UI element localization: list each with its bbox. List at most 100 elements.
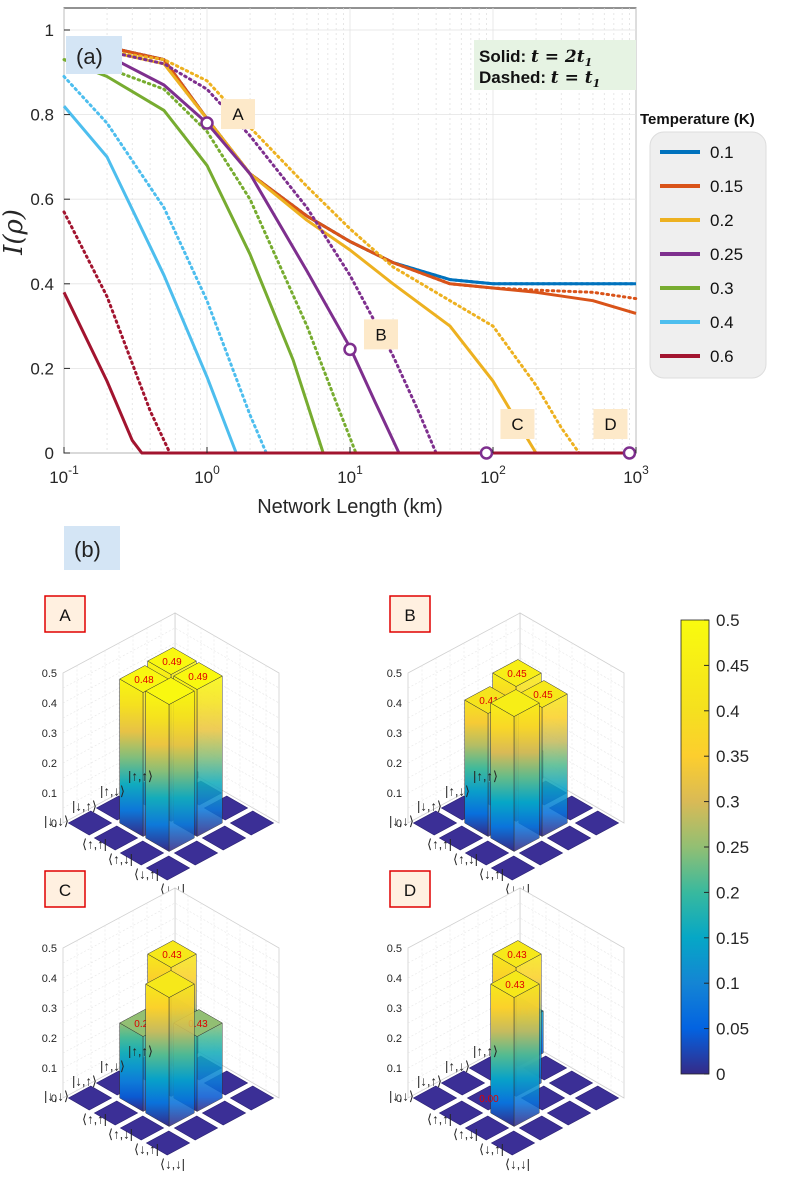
- row-label: |↑,↓⟩: [100, 1059, 125, 1074]
- x-tick-label: 101: [337, 463, 363, 487]
- bar-face-side: [168, 983, 195, 1127]
- floor-tile: [546, 825, 592, 851]
- row-label: |↓,↑⟩: [417, 799, 442, 814]
- bar-face-side: [168, 690, 195, 852]
- z-tick-label: 0.5: [42, 668, 57, 680]
- bar-top: [147, 647, 197, 675]
- legend-entry: 0.4: [710, 313, 734, 332]
- floor-tile: [93, 825, 139, 851]
- floor-tile: [546, 1100, 592, 1126]
- bar3d-plot-A: 00.10.20.30.40.50.020.490.490.48|↑,↑⟩|↑,…: [42, 595, 280, 897]
- bar-value-label: 0.43: [507, 950, 527, 961]
- floor-tile: [67, 1085, 113, 1111]
- z-tick-label: 0.3: [387, 1003, 402, 1015]
- column-label: ⟨↑,↑|: [82, 837, 107, 852]
- z-tick-label: 0.3: [387, 728, 402, 740]
- series-line-T0.4-solid: [62, 105, 238, 454]
- floor-tile: [574, 810, 620, 836]
- x-tick-label: 100: [194, 463, 220, 487]
- z-tick-label: 0: [396, 1093, 402, 1105]
- bar-top: [173, 662, 223, 690]
- column-label: ⟨↑,↑|: [427, 1112, 452, 1127]
- floor-tile: [201, 1100, 247, 1126]
- floor-tile: [438, 825, 484, 851]
- colorbar-tick-label: 0.2: [716, 883, 740, 902]
- floor-tile: [173, 1115, 219, 1141]
- bar-top: [147, 940, 197, 968]
- colorbar: 0 0.05 0.1 0.15 0.2 0.25 0.3 0.35 0.4 0.45 0.5: [680, 611, 749, 1084]
- floor-tile: [464, 840, 510, 866]
- legend-box: [649, 131, 767, 379]
- panel-label-b: (b): [74, 537, 101, 562]
- bar-face-side: [541, 693, 568, 837]
- bar3d-plot-D: 00.10.20.30.40.50.140.430.430.00|↑,↑⟩|↑,…: [387, 870, 625, 1172]
- colorbar-tick-label: 0.25: [716, 838, 749, 857]
- floor-tile: [229, 810, 275, 836]
- plot-name-B: B: [404, 606, 415, 625]
- plot-name-A: A: [59, 606, 71, 625]
- point-label-box: [364, 319, 398, 350]
- panel-label-a: (a): [76, 44, 103, 69]
- row-label: |↑,↓⟩: [445, 784, 470, 799]
- row-label: |↓,↓⟩: [389, 1089, 414, 1104]
- column-label: ⟨↑,↓|: [453, 852, 478, 867]
- y-tick-label: 0.2: [30, 359, 54, 378]
- bar-top: [145, 970, 195, 998]
- floor-tile: [490, 1130, 536, 1156]
- colorbar-tick-label: 0.5: [716, 611, 740, 630]
- z-tick-label: 0.1: [42, 788, 57, 800]
- legend-title: Temperature (K): [640, 111, 755, 128]
- legend: 0.1 0.15 0.2 0.25 0.3 0.4 0.6: [660, 143, 743, 366]
- colorbar-tick-label: 0.05: [716, 1020, 749, 1039]
- z-tick-label: 0.3: [42, 728, 57, 740]
- point-label-B: B: [375, 325, 386, 344]
- bar-value-label: 0.41: [479, 696, 499, 707]
- bar-value-label: 0.43: [162, 950, 182, 961]
- bar-top: [119, 665, 169, 693]
- point-marker-C: [479, 446, 494, 460]
- floor-tile: [412, 1085, 458, 1111]
- bar-face-front: [119, 678, 144, 837]
- point-label-A: A: [232, 105, 244, 124]
- z-tick-label: 0.3: [42, 1003, 57, 1015]
- z-tick-label: 0.4: [42, 698, 57, 710]
- series-line-T0.2-solid: [106, 49, 538, 454]
- floor-tile: [201, 825, 247, 851]
- point-label-C: C: [511, 415, 523, 434]
- y-axis-label: I(ρ): [0, 209, 29, 256]
- row-label: |↓,↓⟩: [44, 1089, 69, 1104]
- series-line-T0.6-dashed: [62, 210, 172, 455]
- bar-value-label: 0.25: [134, 1019, 154, 1030]
- z-tick-label: 0: [51, 818, 57, 830]
- z-tick-label: 0.1: [42, 1063, 57, 1075]
- colorbar-tick-label: 0.35: [716, 747, 749, 766]
- z-tick-label: 0.2: [387, 1033, 402, 1045]
- column-label: ⟨↑,↓|: [108, 852, 133, 867]
- z-tick-label: 0.1: [387, 788, 402, 800]
- series-line-T0.15-dashed: [105, 45, 638, 301]
- z-tick-label: 0.4: [387, 973, 402, 985]
- point-label-D: D: [604, 415, 616, 434]
- z-tick-label: 0.4: [42, 973, 57, 985]
- bar-top: [492, 940, 542, 968]
- floor-tile: [438, 1100, 484, 1126]
- z-tick-label: 0.2: [387, 758, 402, 770]
- y-tick-label: 0.4: [30, 275, 54, 294]
- z-tick-label: 0.5: [387, 668, 402, 680]
- x-tick-label: 10-1: [49, 463, 79, 487]
- floor-tile: [490, 855, 536, 881]
- bar3d-plots: 00.10.20.30.40.50.020.490.490.48|↑,↑⟩|↑,…: [42, 595, 625, 1172]
- series-line-T0.25-solid: [106, 54, 401, 454]
- series-line-T0.6-solid: [62, 291, 636, 455]
- plot-name-box: [389, 870, 431, 908]
- bar-top: [492, 659, 542, 687]
- row-label: |↑,↑⟩: [473, 769, 498, 784]
- bar-top: [145, 677, 195, 705]
- floor-tile: [67, 810, 113, 836]
- point-label-box: [500, 409, 535, 439]
- row-label: |↑,↓⟩: [100, 784, 125, 799]
- floor-tile: [229, 1085, 275, 1111]
- plot-name-box: [44, 595, 86, 633]
